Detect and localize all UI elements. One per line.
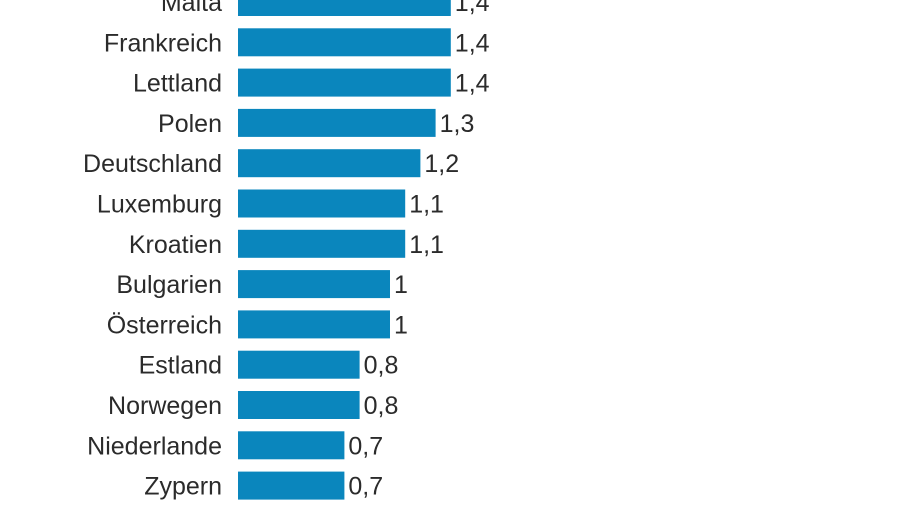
bar	[238, 391, 360, 419]
bar	[238, 68, 451, 97]
value-label: 1,4	[455, 0, 490, 17]
bar	[238, 310, 390, 339]
value-label: 0,7	[348, 473, 383, 501]
bar	[238, 189, 406, 218]
category-label: Deutschland	[83, 150, 222, 178]
value-label: 1	[394, 311, 408, 339]
category-label: Estland	[139, 352, 222, 380]
value-label: 1,3	[440, 110, 475, 138]
bar	[238, 350, 360, 379]
value-label: 0,7	[348, 432, 383, 460]
bar	[238, 270, 390, 299]
bars-group	[238, 0, 451, 500]
value-label: 1,1	[409, 191, 444, 219]
value-label: 1,4	[455, 70, 490, 98]
value-label: 1,2	[424, 150, 459, 178]
bar	[238, 149, 421, 178]
category-labels: Malta Frankreich Lettland Polen Deutschland L…	[83, 0, 222, 501]
category-label: Bulgarien	[116, 271, 222, 299]
bar	[238, 431, 345, 460]
category-label: Kroatien	[129, 231, 222, 259]
category-label: Niederlande	[87, 432, 222, 460]
category-label: Frankreich	[104, 29, 222, 57]
value-label: 1,4	[455, 29, 490, 57]
category-label: Zypern	[144, 473, 222, 501]
category-label: Lettland	[133, 70, 222, 98]
bar	[238, 28, 451, 57]
category-label: Norwegen	[108, 392, 222, 420]
bar	[238, 229, 406, 258]
category-label: Polen	[158, 110, 222, 138]
value-label: 1	[394, 271, 408, 299]
value-label: 1,1	[409, 231, 444, 259]
category-label: Österreich	[107, 311, 222, 339]
value-label: 0,8	[364, 352, 399, 380]
bar	[238, 0, 451, 16]
category-label: Luxemburg	[97, 191, 222, 219]
bar	[238, 108, 436, 137]
value-label: 0,8	[364, 392, 399, 420]
bar	[238, 471, 345, 500]
category-label: Malta	[161, 0, 222, 17]
